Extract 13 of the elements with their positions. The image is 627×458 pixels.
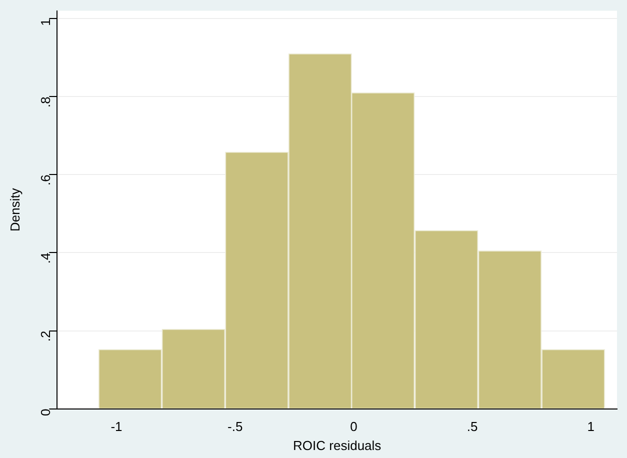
y-axis-title: Density [7, 188, 22, 232]
x-tick-label: 1 [587, 419, 595, 434]
y-tick-label: .6 [38, 174, 53, 186]
y-tick-label: .8 [38, 96, 53, 108]
y-tick-label: .2 [38, 330, 53, 342]
y-tick-label: 0 [38, 408, 53, 416]
y-tick-label: .4 [38, 252, 53, 264]
x-tick-label: .5 [466, 419, 478, 434]
y-tick-label: 1 [38, 18, 53, 26]
x-tick-label: 0 [350, 419, 358, 434]
x-tick-label: -.5 [228, 419, 243, 434]
x-tick-label: -1 [110, 419, 122, 434]
x-axis-title: ROIC residuals [293, 438, 382, 453]
